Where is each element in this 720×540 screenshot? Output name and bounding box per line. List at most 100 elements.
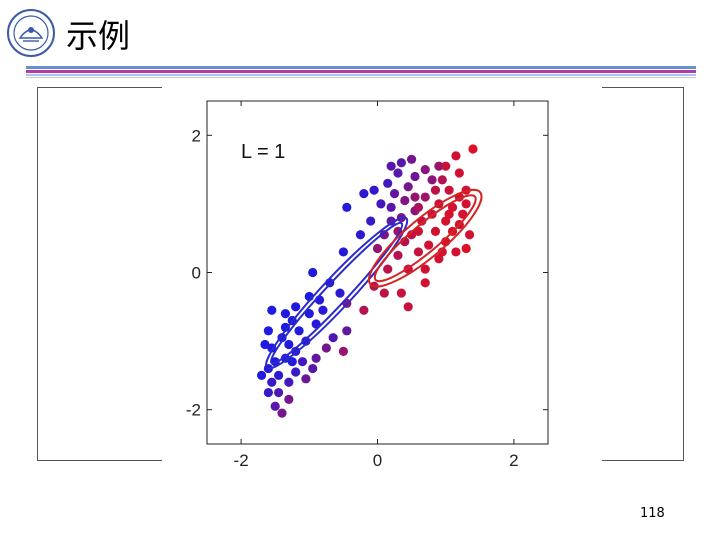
data-point — [386, 202, 396, 212]
data-point — [280, 322, 291, 332]
tick-layer: -2 0 2 -2 0 2 — [186, 101, 548, 470]
data-point — [383, 264, 393, 274]
data-point — [403, 182, 413, 192]
data-point — [328, 333, 338, 343]
data-point — [389, 189, 400, 199]
data-point — [386, 216, 396, 226]
slide-header: 示例 — [0, 0, 720, 80]
component-ellipse — [269, 221, 404, 365]
header-rule-magenta — [26, 70, 696, 73]
data-point — [424, 240, 434, 250]
data-point — [318, 305, 328, 315]
data-point — [464, 230, 475, 240]
header-rule-light — [26, 74, 696, 76]
data-point — [407, 230, 417, 240]
data-point — [359, 189, 369, 199]
data-point — [263, 326, 273, 336]
points-layer — [256, 144, 478, 418]
data-point — [260, 339, 270, 350]
data-point — [430, 185, 441, 195]
data-point — [458, 209, 468, 219]
data-point — [434, 254, 444, 264]
data-point — [441, 161, 451, 171]
data-point — [284, 394, 294, 405]
data-point — [403, 302, 413, 312]
data-point — [454, 168, 464, 178]
data-point — [263, 387, 273, 398]
header-rule-gray — [26, 77, 696, 78]
data-point — [451, 247, 461, 257]
data-point — [430, 226, 441, 236]
component-ellipse — [373, 194, 477, 283]
data-point — [342, 326, 352, 336]
data-point — [267, 305, 277, 315]
data-point — [420, 192, 430, 202]
data-point — [396, 158, 406, 168]
data-point — [376, 199, 386, 209]
data-point — [447, 202, 458, 212]
x-tick-label: 2 — [509, 451, 518, 470]
data-point — [410, 192, 420, 202]
data-point — [287, 357, 297, 367]
data-point — [308, 267, 318, 278]
data-point — [413, 247, 424, 257]
component-ellipse — [368, 188, 483, 288]
y-tick-label: 0 — [192, 264, 201, 283]
data-point — [274, 387, 284, 398]
data-point — [359, 305, 369, 315]
data-point — [451, 151, 461, 161]
data-point — [369, 185, 379, 195]
data-point — [441, 216, 451, 226]
ellipse-layer — [264, 188, 483, 370]
data-point — [393, 250, 403, 260]
data-point — [461, 199, 471, 209]
data-point — [256, 370, 267, 380]
data-point — [308, 363, 318, 374]
data-point — [420, 278, 430, 288]
slide-title: 示例 — [66, 17, 131, 55]
data-point — [291, 367, 301, 377]
university-seal-icon — [7, 9, 55, 57]
data-point — [267, 377, 277, 387]
x-tick-label: 0 — [373, 451, 382, 470]
data-point — [413, 202, 424, 212]
data-point — [379, 230, 389, 240]
data-point — [355, 230, 366, 240]
data-point — [284, 377, 294, 387]
data-point — [420, 264, 430, 274]
data-point — [372, 243, 383, 254]
data-point — [434, 161, 444, 171]
data-point — [294, 326, 304, 336]
data-point — [468, 144, 478, 154]
data-point — [291, 302, 301, 312]
chart-background — [162, 86, 602, 478]
data-point — [366, 216, 376, 226]
page-number: 118 — [640, 506, 665, 521]
data-point — [342, 202, 352, 212]
data-point — [335, 288, 345, 298]
data-point — [301, 374, 311, 384]
x-tick-label: -2 — [234, 451, 249, 470]
data-point — [280, 309, 291, 319]
data-point — [386, 161, 396, 171]
data-point — [407, 154, 417, 164]
data-point — [437, 175, 447, 185]
header-rule-blue — [26, 66, 696, 69]
chart-annotation: L = 1 — [241, 141, 285, 163]
data-point — [427, 175, 437, 185]
data-point — [379, 288, 389, 298]
data-point — [311, 353, 321, 363]
data-point — [280, 353, 291, 363]
component-ellipse — [264, 216, 409, 370]
data-point — [400, 195, 410, 206]
data-point — [383, 178, 393, 188]
data-point — [321, 343, 331, 353]
data-point — [444, 209, 454, 219]
data-point — [297, 357, 308, 367]
data-point — [461, 243, 471, 254]
data-point — [274, 370, 284, 380]
data-point — [277, 408, 287, 418]
data-point — [410, 171, 420, 182]
data-point — [338, 247, 348, 257]
